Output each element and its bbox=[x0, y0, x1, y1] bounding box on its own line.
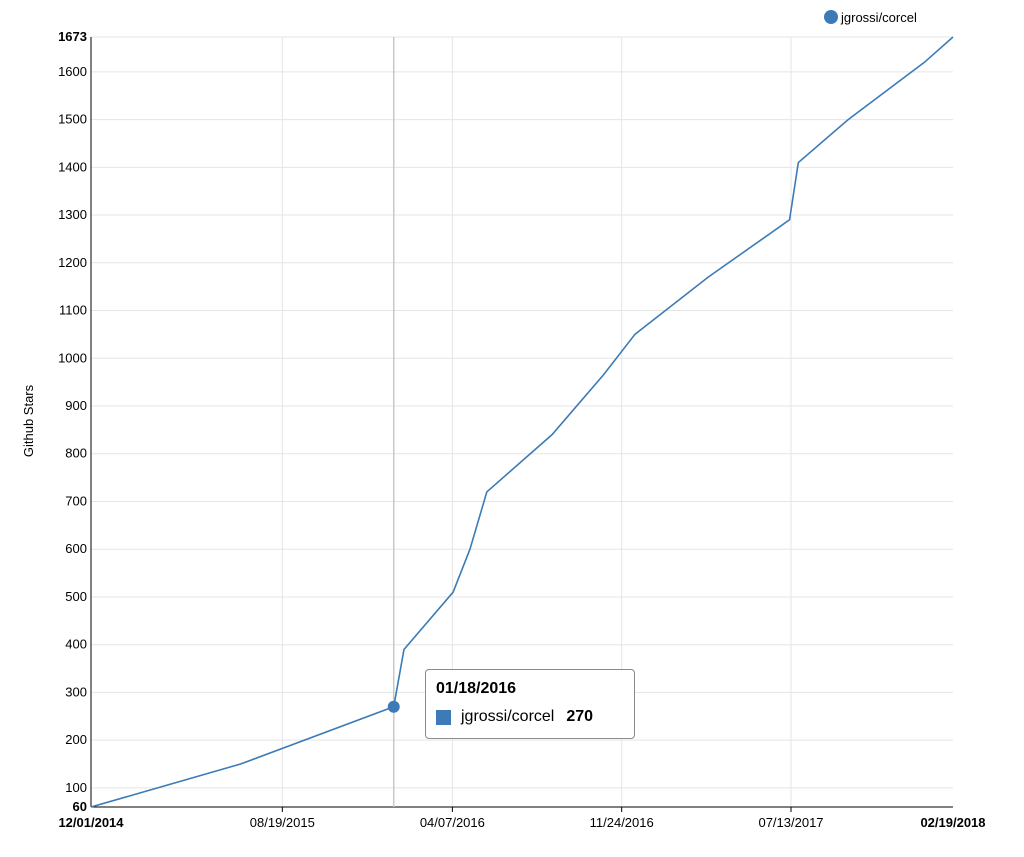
data-point bbox=[951, 35, 955, 39]
x-tick-label: 02/19/2018 bbox=[920, 815, 985, 830]
x-tick-label: 04/07/2016 bbox=[420, 815, 485, 830]
data-point bbox=[550, 433, 554, 437]
x-tick-label: 12/01/2014 bbox=[58, 815, 124, 830]
y-tick-label: 600 bbox=[65, 541, 87, 556]
data-point bbox=[451, 590, 455, 594]
series-layer bbox=[89, 35, 955, 809]
y-tick-label: 100 bbox=[65, 780, 87, 795]
tooltip-row: jgrossi/corcel 270 bbox=[436, 708, 624, 726]
y-tick-label: 1300 bbox=[58, 207, 87, 222]
x-tick-label: 08/19/2015 bbox=[250, 815, 315, 830]
y-tick-label: 1500 bbox=[58, 112, 87, 127]
y-tick-label: 1000 bbox=[58, 350, 87, 365]
y-tick-label: 400 bbox=[65, 637, 87, 652]
data-point bbox=[633, 332, 637, 336]
y-axis-label: Github Stars bbox=[21, 384, 36, 457]
axes: 100 200 300 400 500 600 700 800 900 1000 1100 1200 1… bbox=[58, 29, 985, 830]
data-point bbox=[796, 161, 800, 165]
data-point bbox=[485, 490, 489, 494]
data-point bbox=[601, 373, 605, 377]
series-line bbox=[90, 36, 954, 808]
data-point bbox=[89, 805, 93, 809]
tooltip-series-name: jgrossi/corcel bbox=[461, 708, 555, 725]
y-max-label: 1673 bbox=[58, 29, 87, 44]
y-tick-label: 500 bbox=[65, 589, 87, 604]
data-point bbox=[788, 218, 792, 222]
hover-point-marker bbox=[387, 700, 400, 713]
y-tick-label: 1200 bbox=[58, 255, 87, 270]
y-tick-label: 1100 bbox=[59, 303, 87, 318]
y-tick-label: 200 bbox=[65, 732, 87, 747]
data-point bbox=[846, 118, 850, 122]
y-tick-label: 1600 bbox=[58, 64, 87, 79]
data-point bbox=[706, 275, 710, 279]
y-min-label: 60 bbox=[73, 799, 87, 814]
legend-label: jgrossi/corcel bbox=[840, 10, 917, 25]
tooltip-value: 270 bbox=[566, 708, 594, 725]
y-tick-label: 300 bbox=[65, 684, 87, 699]
hover-tooltip: 01/18/2016 jgrossi/corcel 270 bbox=[425, 669, 635, 739]
y-tick-label: 1400 bbox=[58, 159, 87, 174]
tooltip-series-swatch bbox=[436, 709, 451, 725]
data-point bbox=[239, 762, 243, 766]
y-tick-label: 700 bbox=[65, 493, 87, 508]
data-point bbox=[922, 60, 926, 64]
data-point bbox=[468, 547, 472, 551]
tooltip-date: 01/18/2016 bbox=[436, 680, 517, 697]
legend-marker bbox=[824, 10, 838, 24]
grid-lines bbox=[91, 36, 953, 807]
legend[interactable]: jgrossi/corcel bbox=[824, 10, 917, 25]
x-tick-label: 11/24/2016 bbox=[590, 815, 654, 830]
data-point bbox=[402, 647, 406, 651]
y-tick-label: 900 bbox=[65, 398, 87, 413]
y-tick-label: 800 bbox=[65, 446, 87, 461]
x-tick-label: 07/13/2017 bbox=[758, 815, 823, 830]
